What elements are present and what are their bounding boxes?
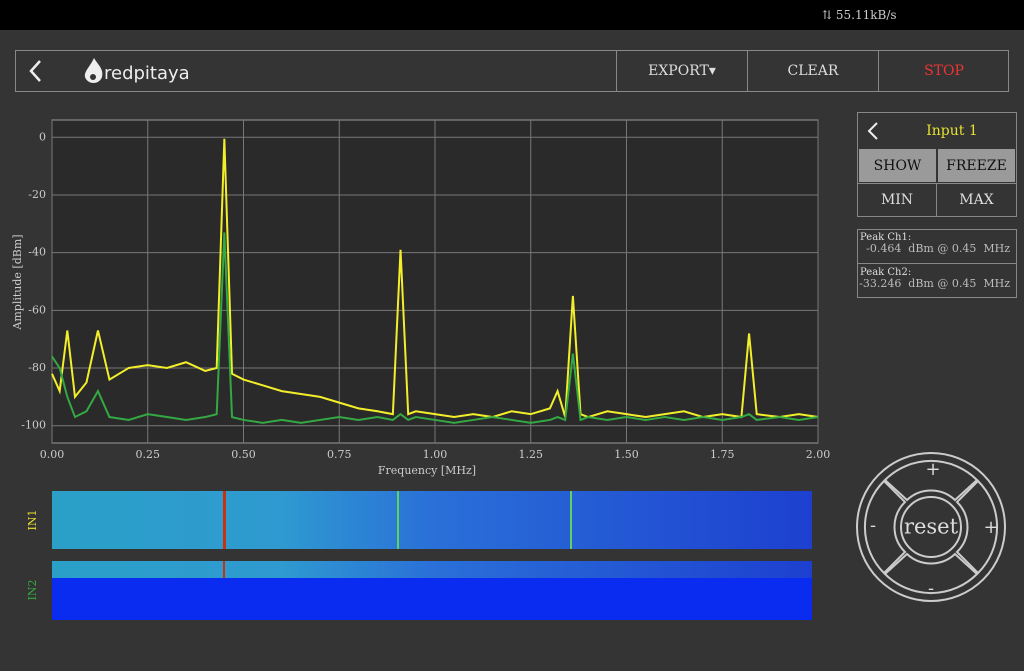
x-tick-label: 1.25 [519,448,544,461]
x-tick-label: 2.00 [806,448,831,461]
reset-button[interactable] [900,496,962,558]
joystick: reset + - - + [856,452,1006,602]
divider [858,263,1016,264]
left-button[interactable] [863,479,907,575]
stop-button[interactable]: STOP [878,51,1009,91]
up-label: + [925,459,940,480]
net-speed: ⇅ 55.11kB/s [822,8,897,22]
waterfall-in1 [52,491,812,549]
button-label: EXPORT [648,63,709,79]
x-tick-label: 0.00 [40,448,65,461]
header: redpitaya EXPORT ▾ CLEAR STOP [15,50,1009,92]
y-tick-label: -40 [28,246,46,259]
min-button[interactable]: MIN [858,183,937,216]
peak-label: Peak Ch2: [860,267,912,278]
x-tick-label: 1.50 [614,448,639,461]
spectrum-chart: Frequency [MHz] Amplitude [dBm] IN1 IN2 … [11,119,831,620]
right-button[interactable] [955,479,999,575]
in2-label: IN2 [26,580,39,601]
peak-value: -0.464 dBm @ 0.45 MHz [866,242,1010,255]
back-icon[interactable] [26,59,46,83]
speed-text: 55.11kB/s [835,8,897,22]
down-button[interactable] [883,552,979,595]
spectrum-line [51,232,819,424]
y-axis-label: Amplitude [dBm] [11,234,24,330]
y-tick-label: -100 [21,419,46,432]
up-button[interactable] [883,459,979,502]
right-label: + [983,517,998,538]
down-label: - [928,578,934,599]
y-tick-label: 0 [39,130,46,143]
logo-icon [84,58,103,84]
waterfall-in2-strip [52,561,812,578]
waterfall-line [570,491,572,549]
logo-text: redpitaya [104,63,190,84]
y-tick-label: -20 [28,188,46,201]
peak-value: -33.246 dBm @ 0.45 MHz [859,277,1010,290]
reset-label: reset [904,515,959,539]
y-tick-label: -60 [28,303,46,316]
show-button[interactable]: SHOW [859,149,936,182]
joystick-ring [856,452,1006,602]
x-tick-label: 0.75 [327,448,352,461]
x-tick-label: 0.50 [231,448,256,461]
waterfall-line [397,491,399,549]
waterfall-line [223,561,225,578]
x-tick-label: 1.00 [423,448,448,461]
y-tick-label: -80 [28,361,46,374]
x-tick-label: 0.25 [136,448,161,461]
clear-button[interactable]: CLEAR [747,51,878,91]
waterfall-line [223,491,226,549]
freeze-button[interactable]: FREEZE [938,149,1015,182]
in1-label: IN1 [26,510,39,531]
waterfall-in2 [52,578,812,620]
spectrum-line [51,138,819,419]
max-button[interactable]: MAX [937,183,1016,216]
x-axis-label: Frequency [MHz] [378,464,476,477]
back-icon[interactable] [866,121,880,141]
export-button[interactable]: EXPORT ▾ [616,51,747,91]
input-panel: Input 1 SHOW FREEZE MIN MAX [857,112,1017,217]
peak-panel: Peak Ch1: -0.464 dBm @ 0.45 MHz Peak Ch2… [857,229,1017,298]
x-tick-label: 1.75 [710,448,735,461]
peak-label: Peak Ch1: [860,232,912,243]
panel-title: Input 1 [926,122,978,139]
left-label: - [870,515,876,536]
status-bar: ⇅ 55.11kB/s [0,0,1024,30]
